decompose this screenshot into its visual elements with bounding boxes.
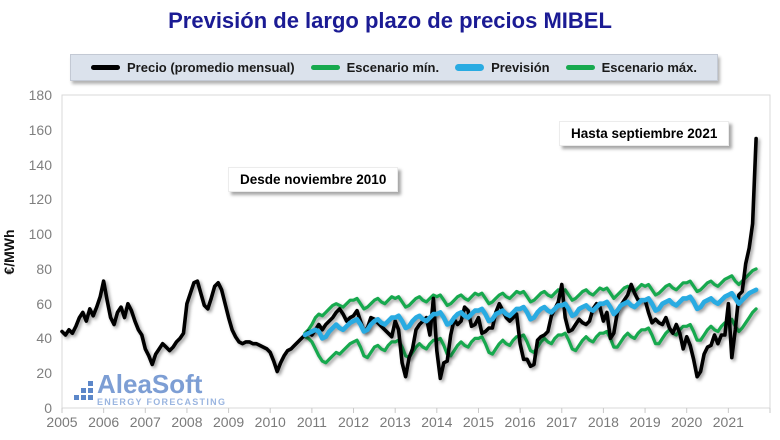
x-tick-label: 2019 bbox=[629, 414, 661, 430]
logo-dot bbox=[88, 395, 93, 400]
logo-dot bbox=[88, 388, 93, 393]
logo-dot bbox=[81, 381, 86, 386]
y-tick-label: 80 bbox=[36, 260, 52, 277]
logo-dot bbox=[74, 388, 79, 393]
logo-dot bbox=[81, 395, 86, 400]
x-tick-label: 2017 bbox=[546, 414, 578, 430]
y-tick-label: 140 bbox=[28, 156, 52, 173]
legend-item-precio: Precio (promedio mensual) bbox=[91, 60, 295, 75]
plot-border bbox=[61, 94, 771, 409]
y-tick-label: 180 bbox=[28, 87, 52, 103]
legend-label: Precio (promedio mensual) bbox=[127, 60, 295, 75]
annotation-hasta: Hasta septiembre 2021 bbox=[559, 121, 730, 146]
logo-dot bbox=[81, 388, 86, 393]
x-tick-label: 2012 bbox=[337, 414, 370, 430]
logo-dot bbox=[88, 381, 93, 386]
legend-item-escenario_min: Escenario mín. bbox=[310, 60, 440, 75]
logo-name: AleaSoft bbox=[97, 369, 203, 399]
logo-subtitle: ENERGY FORECASTING bbox=[97, 397, 227, 407]
legend-swatch-prevision-icon bbox=[455, 64, 485, 71]
legend-label: Previsión bbox=[491, 60, 550, 75]
x-tick-label: 2015 bbox=[462, 414, 495, 430]
legend-label: Escenario mín. bbox=[346, 60, 440, 75]
logo-dot bbox=[74, 395, 79, 400]
x-tick-label: 2007 bbox=[129, 414, 161, 430]
y-tick-label: 120 bbox=[28, 191, 52, 208]
legend: Precio (promedio mensual) Escenario mín. P… bbox=[70, 54, 718, 81]
logo-text: AleaSoft ENERGY FORECASTING bbox=[97, 371, 226, 407]
x-tick-label: 2014 bbox=[421, 414, 453, 430]
legend-item-prevision: Previsión bbox=[455, 60, 550, 75]
x-tick-label: 2016 bbox=[504, 414, 536, 430]
series-escenario_max bbox=[303, 267, 758, 335]
annotation-desde: Desde noviembre 2010 bbox=[228, 167, 399, 192]
y-tick-label: 20 bbox=[36, 365, 52, 382]
y-tick-label: 160 bbox=[28, 121, 52, 138]
x-tick-label: 2008 bbox=[171, 414, 203, 430]
x-tick-label: 2013 bbox=[379, 414, 411, 430]
legend-label: Escenario máx. bbox=[601, 60, 697, 75]
legend-swatch-escenario_min-icon bbox=[310, 64, 340, 71]
x-tick-label: 2006 bbox=[88, 414, 120, 430]
x-tick-label: 2009 bbox=[213, 414, 245, 430]
series-prevision bbox=[302, 287, 759, 341]
aleasoft-logo: AleaSoft ENERGY FORECASTING bbox=[74, 371, 226, 407]
logo-dots-icon bbox=[74, 381, 93, 400]
x-tick-label: 2020 bbox=[671, 414, 703, 430]
series-escenario_min bbox=[303, 307, 758, 365]
x-tick-label: 2018 bbox=[587, 414, 619, 430]
x-tick-label: 2010 bbox=[254, 414, 286, 430]
y-tick-label: 40 bbox=[36, 330, 52, 347]
logo-dot bbox=[74, 381, 79, 386]
legend-item-escenario_max: Escenario máx. bbox=[565, 60, 697, 75]
y-tick-label: 100 bbox=[28, 226, 52, 243]
y-tick-label: 0 bbox=[44, 400, 52, 416]
x-tick-label: 2011 bbox=[296, 414, 327, 430]
page-title: Previsión de largo plazo de precios MIBE… bbox=[168, 8, 612, 33]
y-tick-label: 60 bbox=[36, 295, 52, 312]
legend-swatch-precio-icon bbox=[91, 64, 120, 71]
x-tick-label: 2021 bbox=[712, 414, 744, 430]
legend-swatch-escenario_max-icon bbox=[565, 64, 595, 71]
x-tick-label: 2005 bbox=[46, 414, 78, 430]
